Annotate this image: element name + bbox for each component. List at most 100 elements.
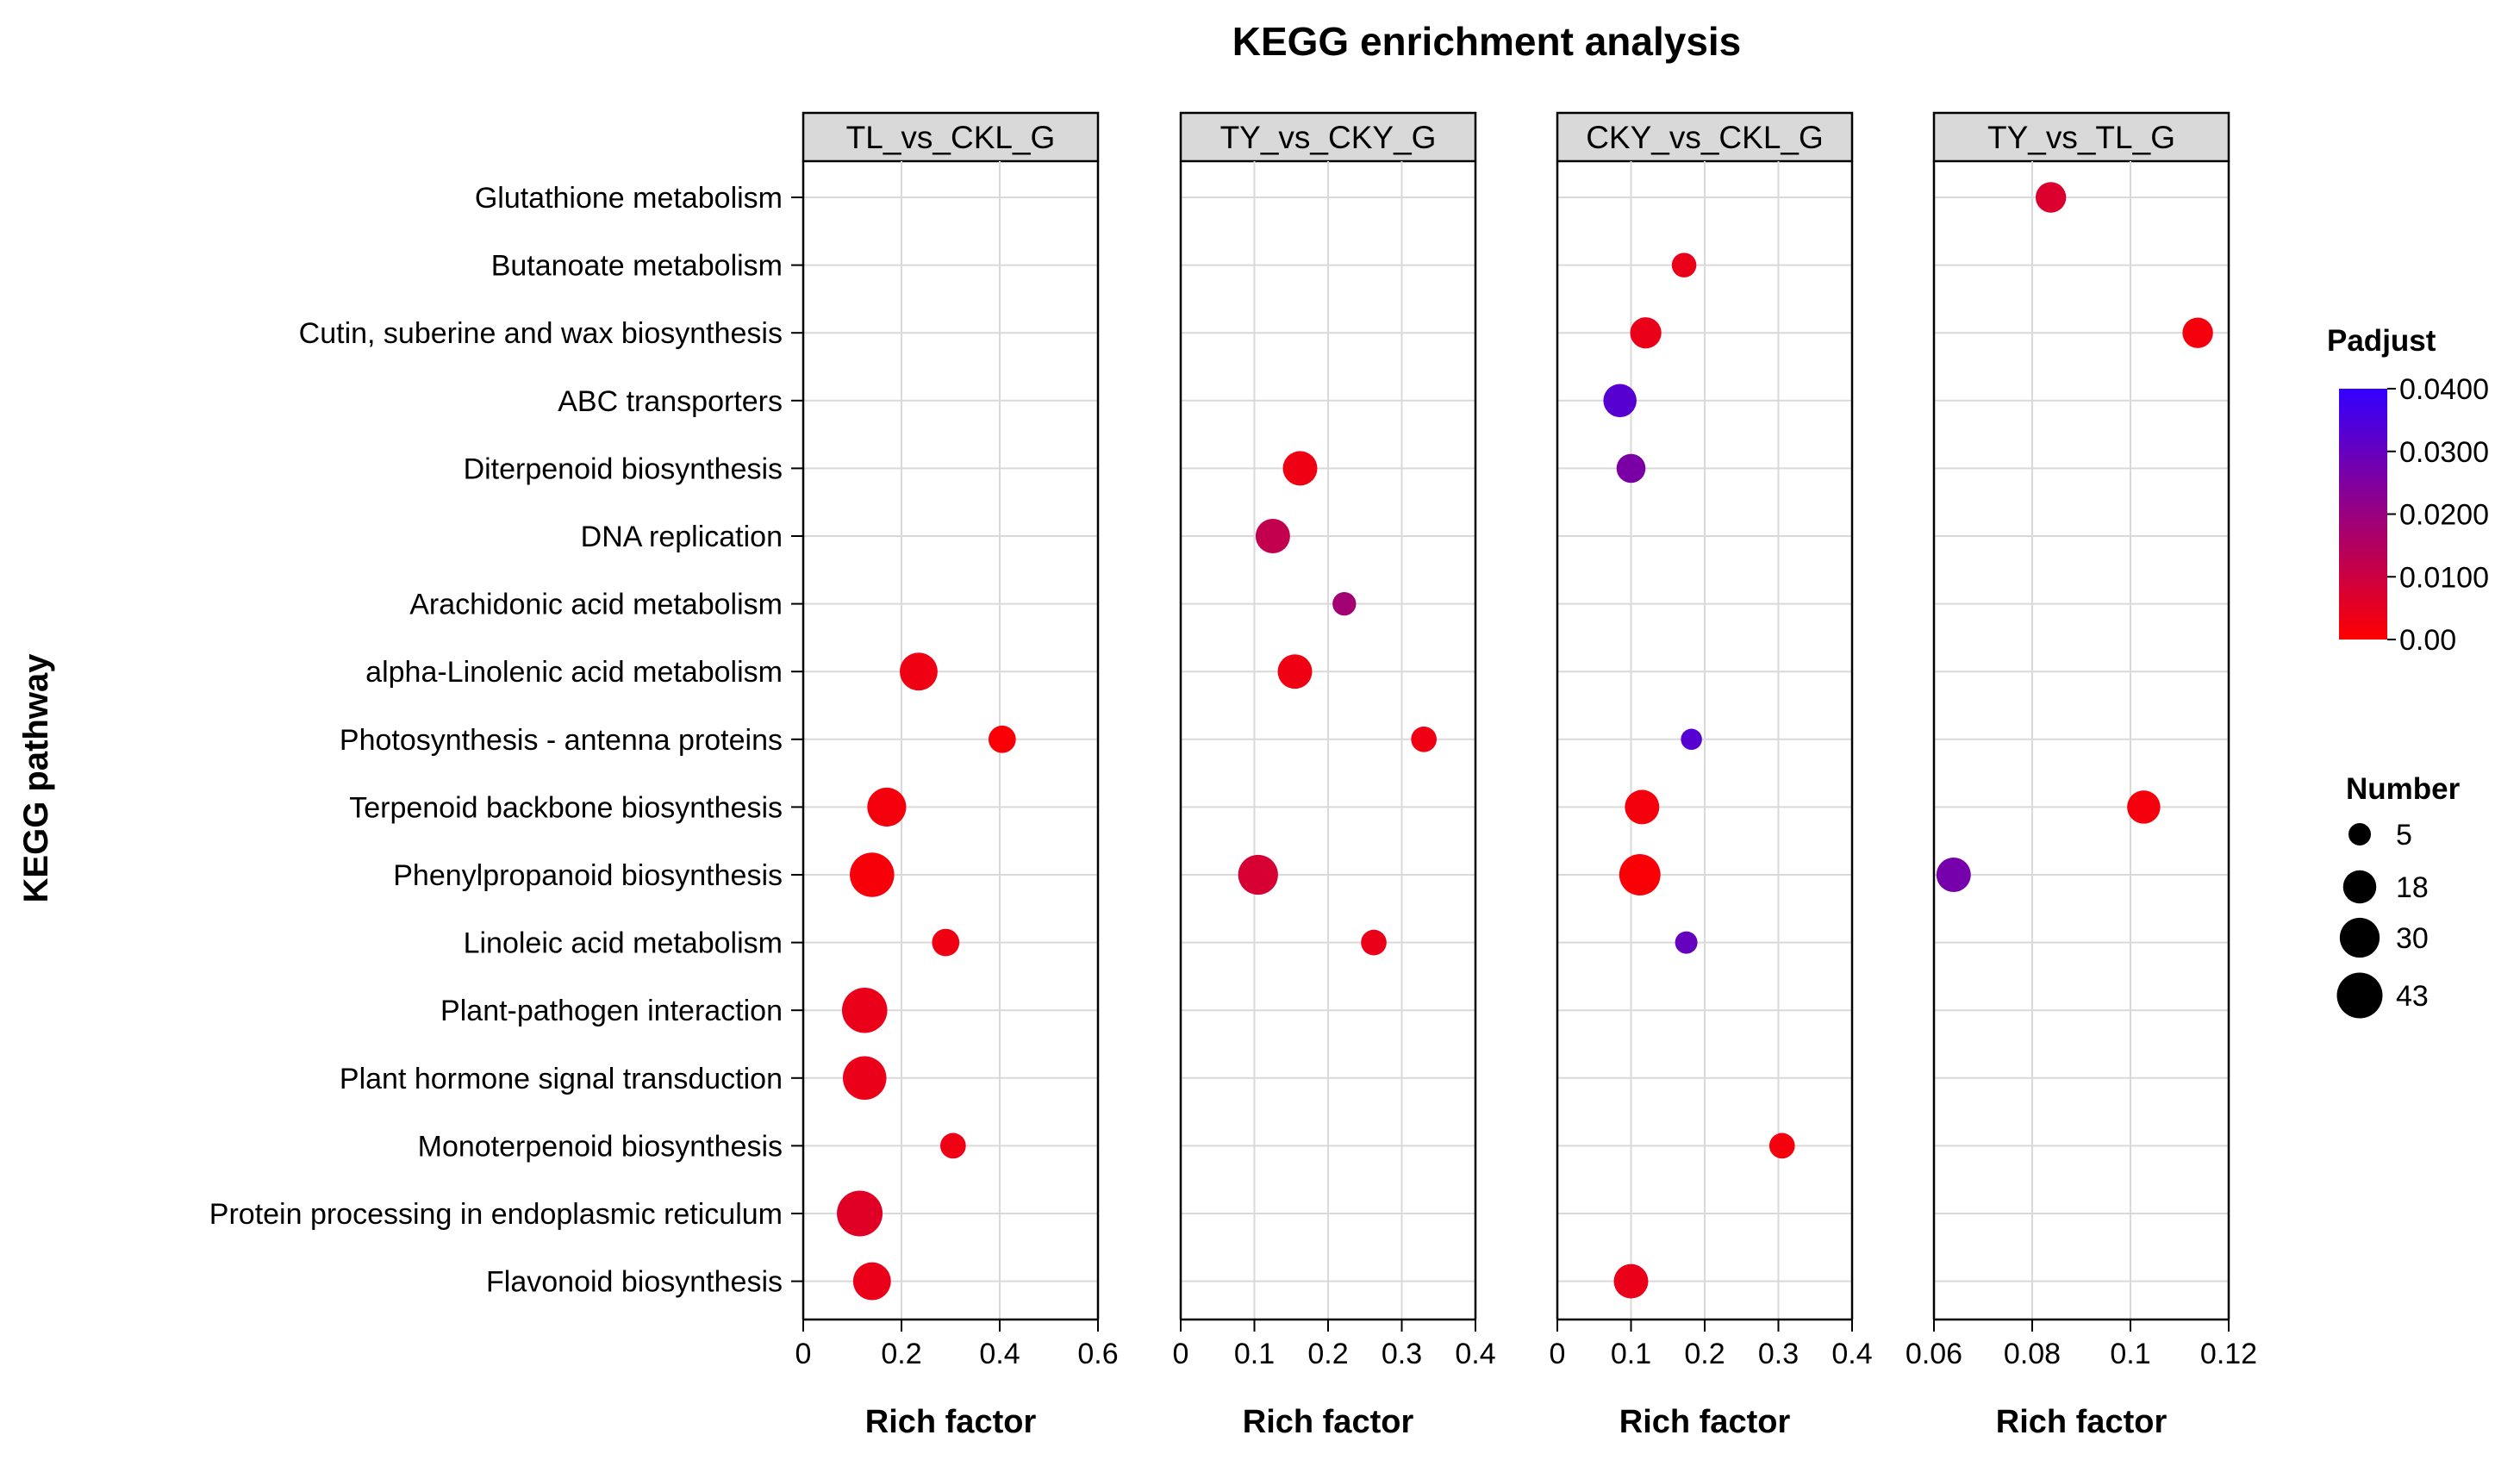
point-diterpenoid-biosynthesis — [1616, 453, 1646, 484]
point-phenylpropanoid-biosynthesis — [1619, 854, 1661, 895]
x-tick-label: 0.1 — [1234, 1338, 1275, 1370]
category-label-arachidonic-acid-metabolism: Arachidonic acid metabolism — [409, 589, 783, 621]
point-butanoate-metabolism — [1671, 253, 1697, 278]
category-label-diterpenoid-biosynthesis: Diterpenoid biosynthesis — [464, 452, 783, 485]
facet-strip-label: TY_vs_CKY_G — [1220, 120, 1437, 155]
point-flavonoid-biosynthesis — [1613, 1263, 1649, 1299]
category-label-flavonoid-biosynthesis: Flavonoid biosynthesis — [486, 1266, 783, 1299]
point-terpenoid-backbone-biosynthesis — [2127, 790, 2161, 824]
x-tick-label: 0.2 — [881, 1338, 921, 1370]
point-monoterpenoid-biosynthesis — [940, 1132, 966, 1159]
point-protein-processing-in-endoplasmic-reticulum — [837, 1190, 883, 1237]
x-axis-label: Rich factor — [1619, 1404, 1791, 1440]
x-tick-label: 0.6 — [1077, 1338, 1118, 1370]
point-photosynthesis-antenna-proteins — [1681, 728, 1702, 751]
point-alpha-linolenic-acid-metabolism — [900, 652, 938, 691]
point-phenylpropanoid-biosynthesis — [850, 852, 895, 897]
panel-tl-vs-ckl-g: TL_vs_CKL_G 0 0.2 0.4 0.6 Rich factor — [795, 111, 1119, 1440]
x-tick-label: 0.3 — [1382, 1338, 1422, 1370]
point-glutathione-metabolism — [2035, 182, 2067, 213]
x-tick-label: 0 — [1550, 1338, 1566, 1370]
category-label-cutin-suberine-and-wax-biosynthesis: Cutin, suberine and wax biosynthesis — [299, 317, 783, 350]
point-plant-pathogen-interaction — [841, 987, 888, 1033]
point-photosynthesis-antenna-proteins — [988, 725, 1016, 753]
number-legend-dot — [2342, 870, 2377, 904]
x-axis-label: Rich factor — [865, 1404, 1037, 1440]
point-flavonoid-biosynthesis — [852, 1262, 891, 1301]
category-label-linoleic-acid-metabolism: Linoleic acid metabolism — [464, 927, 783, 960]
padjust-color-bar — [2339, 389, 2387, 640]
point-terpenoid-backbone-biosynthesis — [867, 787, 907, 827]
point-linoleic-acid-metabolism — [1361, 929, 1387, 956]
x-tick-label: 0.2 — [1684, 1338, 1725, 1370]
x-axis-label: Rich factor — [1243, 1404, 1414, 1440]
facet-strip-label: TL_vs_CKL_G — [846, 120, 1056, 155]
x-tick-label: 0.1 — [1611, 1338, 1651, 1370]
point-diterpenoid-biosynthesis — [1282, 451, 1318, 486]
number-legend-label: 18 — [2396, 871, 2429, 904]
padjust-tick-label: 0.0100 — [2399, 561, 2489, 594]
point-abc-transporters — [1603, 384, 1637, 418]
number-legend: Number 5 18 30 43 — [2336, 772, 2461, 1019]
facet-strip — [802, 111, 1100, 163]
padjust-tick-label: 0.0300 — [2399, 436, 2489, 469]
category-label-abc-transporters: ABC transporters — [558, 385, 783, 418]
point-dna-replication — [1255, 519, 1290, 553]
facet-strip — [1932, 111, 2230, 163]
x-tick-label: 0.08 — [2004, 1338, 2061, 1370]
number-legend-dot — [2339, 917, 2380, 958]
point-terpenoid-backbone-biosynthesis — [1625, 789, 1660, 825]
category-label-plant-pathogen-interaction: Plant-pathogen interaction — [440, 995, 783, 1027]
panel-ty-vs-cky-g: TY_vs_CKY_G 0 0.1 0.2 0.3 0.4 Rich factor — [1173, 111, 1496, 1440]
x-tick-label: 0.4 — [1455, 1338, 1495, 1370]
category-label-butanoate-metabolism: Butanoate metabolism — [491, 250, 783, 283]
facet-strip-label: TY_vs_TL_G — [1987, 120, 2175, 155]
category-label-dna-replication: DNA replication — [581, 521, 783, 553]
point-cutin-suberine-and-wax-biosynthesis — [1630, 317, 1662, 349]
point-photosynthesis-antenna-proteins — [1411, 726, 1437, 752]
number-legend-dot — [2348, 823, 2371, 845]
number-legend-dot — [2336, 972, 2383, 1019]
x-tick-label: 0.06 — [1906, 1338, 1962, 1370]
x-axis-label: Rich factor — [1996, 1404, 2168, 1440]
category-label-monoterpenoid-biosynthesis: Monoterpenoid biosynthesis — [418, 1130, 783, 1163]
y-axis-label: KEGG pathway — [17, 653, 55, 903]
panel-cky-vs-ckl-g: CKY_vs_CKL_G 0 0.1 0.2 0.3 0.4 Rich factor — [1550, 111, 1873, 1440]
point-plant-hormone-signal-transduction — [842, 1056, 887, 1101]
category-label-phenylpropanoid-biosynthesis: Phenylpropanoid biosynthesis — [393, 859, 783, 892]
padjust-tick-label: 0.00 — [2399, 624, 2456, 657]
x-tick-label: 0.3 — [1758, 1338, 1799, 1370]
x-tick-label: 0.4 — [1831, 1338, 1872, 1370]
point-phenylpropanoid-biosynthesis — [1238, 854, 1278, 895]
padjust-tick-label: 0.0200 — [2399, 499, 2489, 532]
category-label-protein-processing-in-endoplasmic-reticulum: Protein processing in endoplasmic reticu… — [209, 1198, 783, 1231]
x-tick-label: 0.12 — [2200, 1338, 2257, 1370]
x-tick-label: 0 — [795, 1338, 812, 1370]
point-cutin-suberine-and-wax-biosynthesis — [2182, 317, 2213, 348]
x-tick-label: 0 — [1173, 1338, 1189, 1370]
category-label-plant-hormone-signal-transduction: Plant hormone signal transduction — [340, 1063, 783, 1095]
point-linoleic-acid-metabolism — [1675, 931, 1698, 954]
number-legend-label: 43 — [2396, 980, 2429, 1013]
x-tick-label: 0.2 — [1307, 1338, 1348, 1370]
point-linoleic-acid-metabolism — [932, 928, 960, 957]
category-label-glutathione-metabolism: Glutathione metabolism — [475, 182, 783, 215]
x-tick-label: 0.1 — [2110, 1338, 2150, 1370]
point-monoterpenoid-biosynthesis — [1768, 1132, 1795, 1159]
category-label-terpenoid-backbone-biosynthesis: Terpenoid backbone biosynthesis — [349, 791, 783, 824]
facet-strip-label: CKY_vs_CKL_G — [1586, 120, 1824, 155]
padjust-tick-label: 0.0400 — [2399, 373, 2489, 406]
facet-strip — [1556, 111, 1854, 163]
number-legend-label: 30 — [2396, 922, 2429, 955]
point-arachidonic-acid-metabolism — [1332, 591, 1357, 616]
chart-title: KEGG enrichment analysis — [1232, 19, 1742, 64]
x-tick-label: 0.4 — [979, 1338, 1020, 1370]
point-alpha-linolenic-acid-metabolism — [1277, 654, 1313, 689]
panel-ty-vs-tl-g: TY_vs_TL_G 0.06 0.08 0.1 0.12 Rich factor — [1906, 111, 2257, 1440]
category-labels: Glutathione metabolism Butanoate metaboli… — [209, 182, 803, 1299]
number-legend-title: Number — [2346, 772, 2461, 806]
category-label-photosynthesis-antenna-proteins: Photosynthesis - antenna proteins — [340, 724, 783, 757]
